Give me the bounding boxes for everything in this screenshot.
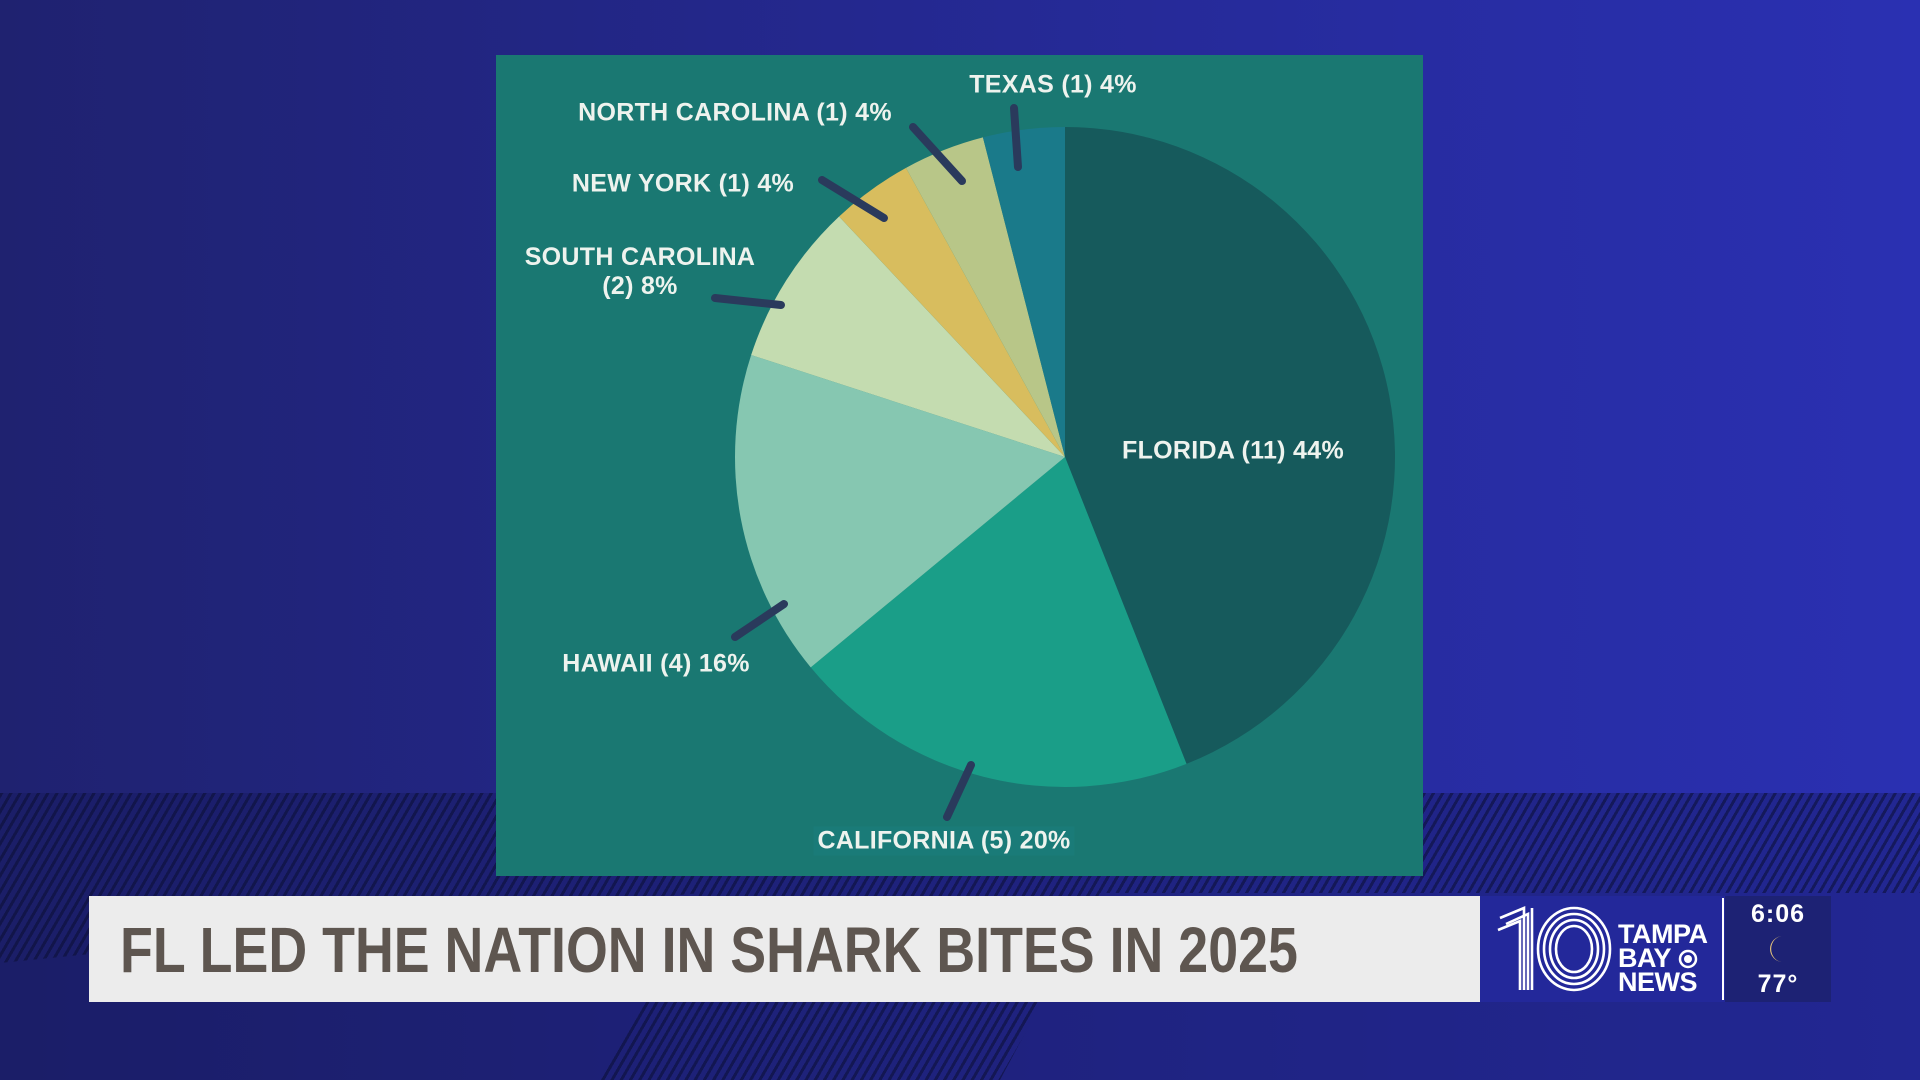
label-california: CALIFORNIA (5) 20% bbox=[813, 826, 1075, 856]
station-logo: TAMPA BAY NEWS 6:06 77° bbox=[1480, 896, 1831, 1002]
label-north-carolina: NORTH CAROLINA (1) 4% bbox=[578, 98, 892, 127]
temperature: 77° bbox=[1757, 970, 1799, 998]
clock-time: 6:06 bbox=[1750, 900, 1806, 928]
pie-slice-florida bbox=[1065, 127, 1395, 764]
pie-slice-hawaii bbox=[735, 355, 1065, 668]
label-new-york: NEW YORK (1) 4% bbox=[571, 169, 795, 198]
leader-line-hawaii bbox=[731, 600, 788, 641]
leader-line-texas bbox=[1010, 104, 1022, 171]
logo-news: NEWS bbox=[1618, 967, 1698, 997]
pie-slice-new-york bbox=[839, 167, 1065, 457]
leader-line-north-carolina bbox=[909, 123, 966, 185]
label-south-carolina-line2: (2) 8% bbox=[602, 272, 678, 300]
logo-bay-text: BAY bbox=[1618, 943, 1671, 973]
pie-slice-south-carolina bbox=[751, 216, 1065, 457]
pie-slice-north-carolina bbox=[906, 137, 1065, 457]
moon-icon bbox=[1770, 936, 1783, 962]
weather-box: 6:06 77° bbox=[1725, 896, 1831, 1002]
label-south-carolina-line1: SOUTH CAROLINA bbox=[524, 243, 756, 271]
logo-bay: BAY bbox=[1618, 943, 1698, 973]
leader-line-california bbox=[943, 761, 975, 821]
headline: FL LED THE NATION IN SHARK BITES IN 2025 bbox=[120, 914, 1298, 986]
label-texas: TEXAS (1) 4% bbox=[969, 70, 1137, 99]
channel-10-logo bbox=[1497, 906, 1612, 992]
label-hawaii: HAWAII (4) 16% bbox=[562, 649, 750, 678]
label-florida: FLORIDA (11) 44% bbox=[1122, 436, 1344, 465]
logo-divider bbox=[1722, 898, 1724, 1000]
cbs-eye-icon bbox=[1678, 949, 1697, 969]
chart-panel: TEXAS (1) 4% NORTH CAROLINA (1) 4% NEW Y… bbox=[496, 55, 1423, 876]
leader-line-south-carolina bbox=[711, 294, 785, 309]
logo-tampa: TAMPA bbox=[1618, 919, 1708, 949]
pie-slice-texas bbox=[982, 127, 1065, 457]
label-south-carolina: SOUTH CAROLINA (2) 8% bbox=[525, 243, 756, 301]
pie-slice-california bbox=[810, 457, 1187, 787]
lower-third: FL LED THE NATION IN SHARK BITES IN 2025 bbox=[89, 896, 1480, 1002]
leader-line-new-york bbox=[818, 176, 888, 222]
pie-chart bbox=[711, 104, 1395, 821]
